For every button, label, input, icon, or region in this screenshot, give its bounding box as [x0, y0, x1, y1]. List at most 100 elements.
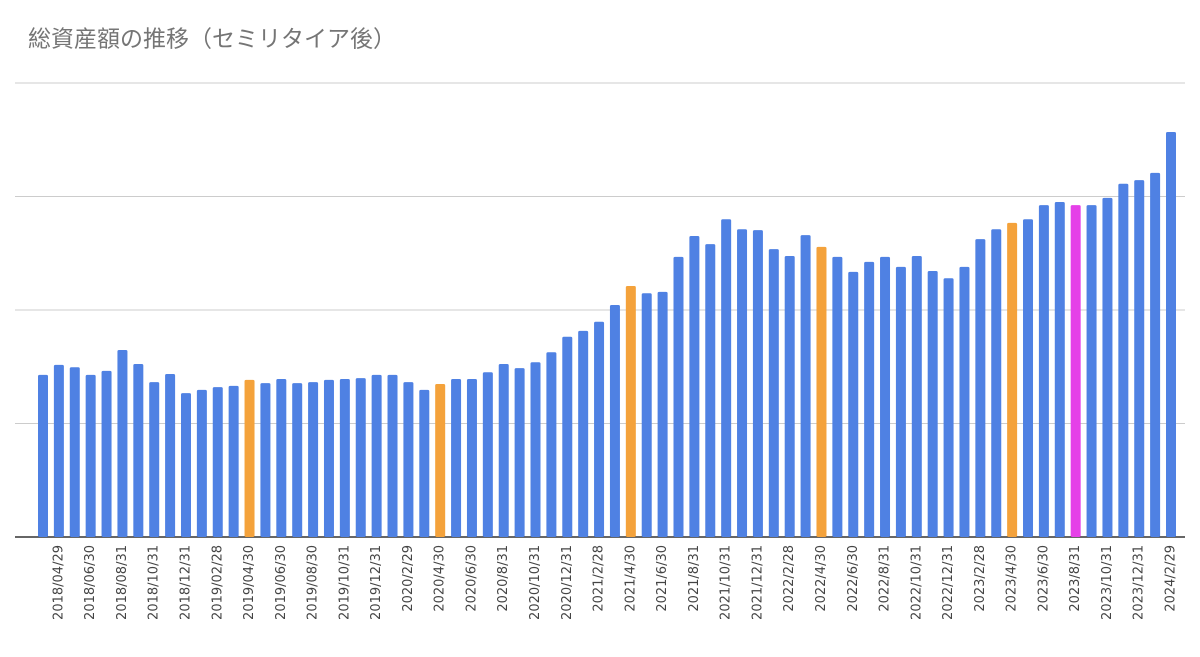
bar [641, 293, 652, 537]
x-tick-label: 2021/10/31 [719, 545, 734, 620]
bar [101, 370, 112, 537]
x-tick-label: 2020/8/31 [496, 545, 511, 612]
bar [816, 246, 827, 538]
x-tick-label: 2023/4/30 [1005, 545, 1020, 612]
bar [180, 393, 191, 537]
x-tick-label: 2022/6/30 [846, 545, 861, 612]
x-tick-label: 2023/6/30 [1036, 545, 1051, 612]
x-tick-label: 2018/10/31 [147, 545, 162, 620]
bar [737, 229, 748, 538]
bar [196, 389, 207, 537]
bar [911, 255, 922, 537]
bar [864, 261, 875, 537]
bar [53, 364, 64, 537]
x-tick-label: 2021/2/28 [592, 545, 607, 612]
bar [38, 374, 48, 537]
x-tick-label: 2020/12/31 [560, 545, 575, 620]
bar [1166, 132, 1176, 538]
bar [244, 379, 255, 537]
bar [451, 379, 462, 537]
bar [705, 244, 716, 538]
x-tick-label: 2019/10/31 [337, 545, 352, 620]
bar [880, 256, 891, 537]
bar [276, 379, 287, 537]
x-tick-label: 2021/8/31 [687, 545, 702, 612]
bar [546, 352, 557, 537]
x-tick-label: 2019/04/30 [242, 545, 257, 620]
bar [594, 321, 605, 537]
bar [387, 374, 398, 537]
x-tick-label: 2020/10/31 [528, 545, 543, 620]
bar [578, 330, 589, 537]
bar [609, 305, 620, 537]
x-tick-label: 2022/8/31 [878, 545, 893, 612]
bar [562, 336, 573, 537]
bar [260, 383, 271, 537]
bar [752, 230, 763, 537]
x-tick-label: 2022/4/30 [814, 545, 829, 612]
bar [832, 256, 843, 537]
bar [482, 372, 493, 537]
x-tick-label: 2022/12/31 [941, 545, 956, 620]
x-tick-label: 2020/6/30 [464, 545, 479, 612]
x-tick-label: 2019/08/30 [306, 545, 321, 620]
bar [1054, 201, 1065, 537]
bar [1038, 205, 1049, 537]
bar [308, 382, 319, 537]
x-tick-label: 2021/4/30 [623, 545, 638, 612]
x-tick-label: 2018/06/30 [83, 545, 98, 620]
x-tick-label: 2024/2/29 [1164, 545, 1179, 612]
bar [657, 291, 668, 537]
bar [625, 285, 636, 537]
bar [1086, 205, 1097, 537]
bar [323, 379, 334, 537]
bar [927, 270, 938, 537]
x-tick-label: 2018/12/31 [178, 545, 193, 620]
bar [1118, 183, 1129, 537]
bar [1134, 180, 1145, 537]
x-tick-label: 2022/10/31 [909, 545, 924, 620]
bar [1070, 205, 1081, 537]
x-tick-label: 2018/04/29 [51, 545, 66, 620]
x-tick-label: 2023/12/31 [1132, 545, 1147, 620]
bar [991, 229, 1002, 538]
bar [149, 382, 160, 537]
bar [371, 374, 382, 537]
bar [800, 235, 811, 537]
bar [85, 374, 96, 537]
bar [959, 266, 970, 537]
x-tick-label: 2018/08/31 [115, 545, 130, 620]
bar [721, 219, 732, 537]
bar [435, 384, 446, 537]
bar [498, 364, 509, 537]
x-tick-label: 2019/06/30 [274, 545, 289, 620]
bar [117, 349, 128, 537]
bar [530, 362, 541, 537]
bar [212, 387, 223, 537]
x-tick-label: 2023/8/31 [1068, 545, 1083, 612]
bar [1007, 222, 1018, 537]
x-tick-label: 2023/10/31 [1100, 545, 1115, 620]
x-tick-label: 2019/02/28 [210, 545, 225, 620]
bar [355, 378, 366, 537]
bar [466, 379, 477, 537]
bar [133, 364, 144, 537]
x-tick-label: 2020/2/29 [401, 545, 416, 612]
bar [165, 374, 176, 537]
x-tick-label: 2020/4/30 [433, 545, 448, 612]
x-tick-label: 2019/12/31 [369, 545, 384, 620]
chart-title: 総資産額の推移（セミリタイア後） [28, 27, 396, 53]
bar [673, 256, 684, 537]
bar [514, 368, 525, 537]
x-tick-label: 2022/2/28 [782, 545, 797, 612]
bar [1150, 172, 1161, 537]
bar [943, 278, 954, 537]
bar [339, 379, 350, 537]
x-tick-label: 2021/12/31 [750, 545, 765, 620]
bar [292, 383, 303, 537]
bar [975, 239, 986, 537]
bar [69, 367, 80, 537]
bar [403, 382, 414, 537]
bar [419, 389, 430, 537]
bar [1023, 219, 1034, 537]
